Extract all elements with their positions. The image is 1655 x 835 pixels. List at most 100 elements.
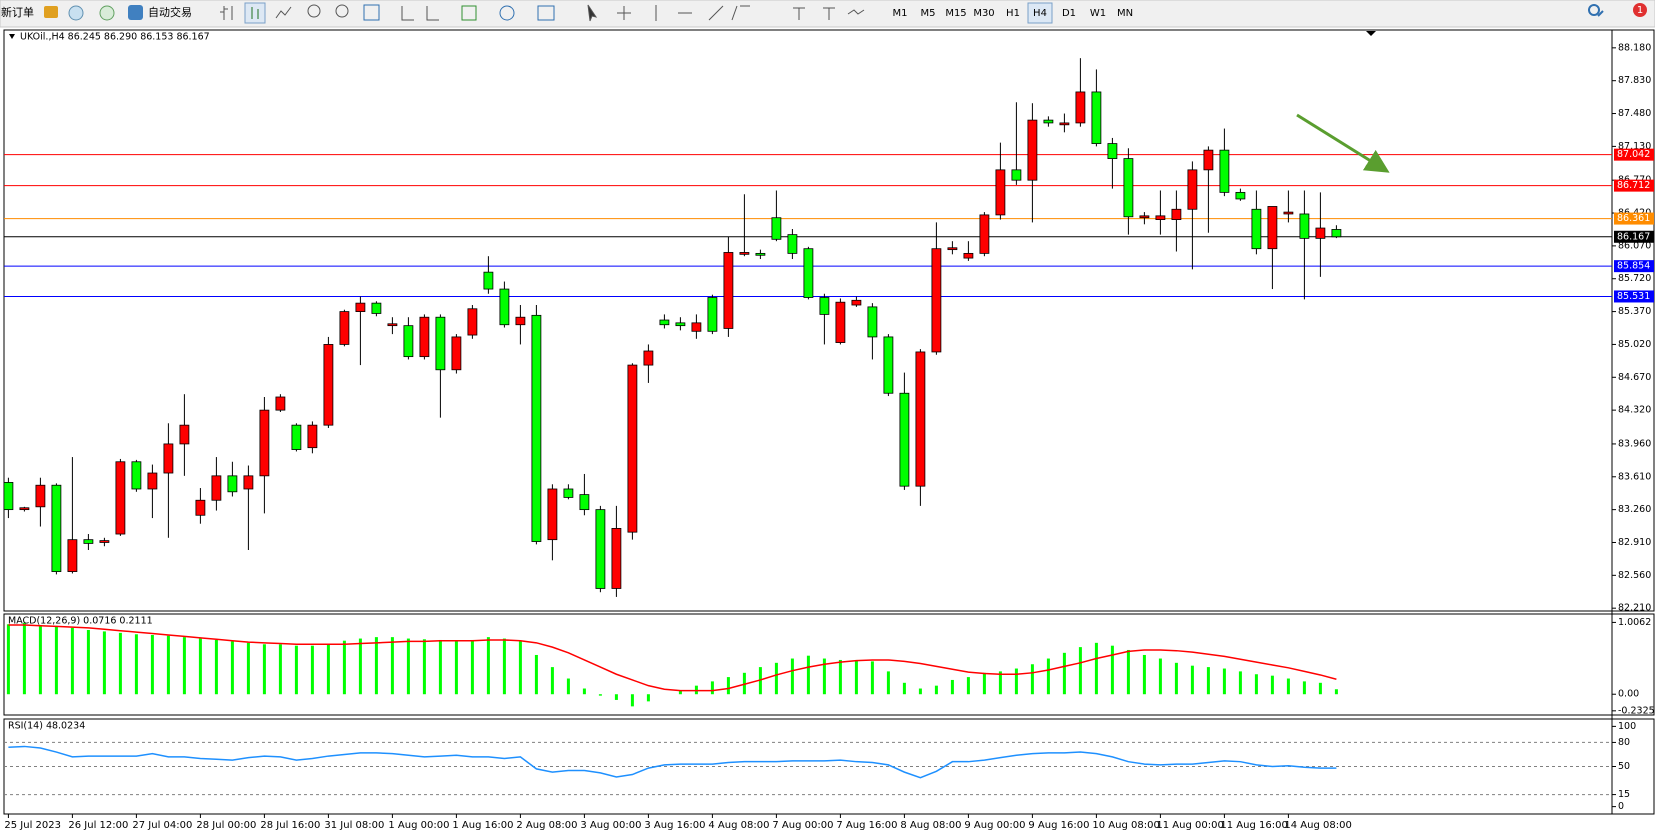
timeframe-button[interactable]: H1 [1006, 8, 1020, 19]
main-panel [3, 29, 1655, 612]
candle-body [371, 302, 382, 314]
plots: 88.18087.83087.48087.13086.77086.42086.0… [3, 32, 1655, 831]
bar-chart-icon[interactable] [220, 6, 233, 20]
zoom-out-icon[interactable] [335, 4, 349, 18]
line-chart-icon[interactable] [275, 6, 292, 19]
candle-body [3, 482, 14, 511]
candle-body [291, 424, 302, 450]
shift-icon[interactable] [401, 6, 439, 21]
macd-bar [534, 654, 538, 695]
candle-body [563, 488, 574, 498]
macd-bar [806, 655, 810, 695]
macd-bar [150, 634, 154, 695]
shapes-icon[interactable] [847, 9, 865, 15]
macd-bar [22, 622, 26, 695]
y-tick-label: 86.070 [1618, 240, 1651, 251]
candle-body [243, 475, 254, 490]
candle-body [691, 322, 702, 332]
macd-bar [1174, 662, 1178, 695]
candle-body [51, 484, 62, 572]
y-tick-label: 82.210 [1618, 603, 1651, 614]
candle-body [211, 475, 222, 501]
icon[interactable] [99, 5, 115, 21]
macd-bar [1222, 668, 1226, 695]
macd-bar [358, 638, 362, 695]
candle-body [1155, 215, 1166, 220]
macd-bar [1238, 671, 1242, 695]
macd-bar [870, 661, 874, 695]
macd-bar [102, 631, 106, 695]
candle-body [307, 424, 318, 449]
macd-bar [1078, 647, 1082, 695]
macd-bar [950, 679, 954, 695]
timeframe-button[interactable]: M5 [921, 8, 936, 19]
candle-chart-icon[interactable] [244, 2, 266, 24]
macd-bar [86, 629, 90, 695]
candle-body [819, 297, 830, 315]
macd-bar [550, 667, 554, 695]
zoom-in-icon[interactable] [307, 4, 321, 18]
macd-bar [326, 644, 330, 695]
macd-bar [614, 694, 618, 700]
y-tick-label: 85.720 [1618, 273, 1651, 284]
timeframe-button[interactable]: M30 [973, 8, 994, 19]
candle-body [131, 461, 142, 490]
x-tick-label: 9 Aug 00:00 [964, 820, 1025, 831]
candle-body [1267, 206, 1278, 250]
template-icon[interactable] [537, 5, 555, 21]
candle-body [1123, 158, 1134, 218]
macd-bar [1014, 668, 1018, 695]
macd-bar [1110, 645, 1114, 695]
candle-body [771, 217, 782, 240]
x-tick-label: 28 Jul 00:00 [196, 820, 256, 831]
new-order-button[interactable]: 新订单 [1, 5, 34, 19]
timeframe-button[interactable]: MN [1117, 8, 1133, 19]
x-tick-label: 3 Aug 00:00 [580, 820, 641, 831]
y-tick-label: 50 [1618, 761, 1630, 772]
timeframe-button[interactable]: D1 [1062, 8, 1076, 19]
macd-bar [982, 672, 986, 695]
macd-bar [262, 644, 266, 695]
panel-title: UKOil.,H4 86.245 86.290 86.153 86.167 [20, 32, 210, 43]
macd-bar [998, 671, 1002, 695]
macd-bar [54, 626, 58, 695]
indicator-icon[interactable] [461, 5, 477, 21]
candle-body [515, 316, 526, 326]
price-line-label: 86.712 [1617, 180, 1650, 191]
candle-body [867, 306, 878, 338]
timeframe-button[interactable]: M1 [893, 8, 908, 19]
auto-trading-button[interactable]: 自动交易 [148, 5, 192, 19]
icon[interactable] [68, 5, 84, 21]
macd-bar [1286, 678, 1290, 695]
candle-body [1203, 149, 1214, 171]
period-icon[interactable] [499, 5, 515, 21]
cursor-icon[interactable] [587, 4, 598, 22]
tile-icon[interactable] [363, 4, 380, 21]
candle-body [483, 271, 494, 290]
y-tick-label: 82.910 [1618, 537, 1651, 548]
timeframe-button[interactable]: H4 [1033, 8, 1047, 19]
toolbar-bg [0, 0, 1655, 28]
y-tick-label: 87.480 [1618, 108, 1651, 119]
timeframe-button[interactable]: W1 [1090, 8, 1106, 19]
price-line-box [1614, 230, 1654, 243]
x-tick-label: 3 Aug 16:00 [644, 820, 705, 831]
macd-bar [1206, 667, 1210, 695]
macd-bar [390, 637, 394, 695]
candle-body [947, 247, 958, 251]
auto-trading-icon[interactable] [128, 5, 143, 20]
candle-body [611, 528, 622, 589]
timeframe-button[interactable]: M15 [945, 8, 966, 19]
y-tick-label: 100 [1618, 721, 1636, 732]
candle-body [1139, 215, 1150, 219]
notification-badge[interactable] [1633, 3, 1647, 17]
draw-icons[interactable] [617, 5, 750, 21]
search-icon[interactable] [1597, 10, 1604, 17]
macd-bar [1126, 649, 1130, 695]
price-line-label: 85.531 [1617, 291, 1650, 302]
y-tick-label: 0 [1618, 801, 1624, 812]
icon[interactable] [44, 6, 58, 18]
candle-body [835, 301, 846, 343]
text-icons[interactable] [793, 7, 835, 20]
